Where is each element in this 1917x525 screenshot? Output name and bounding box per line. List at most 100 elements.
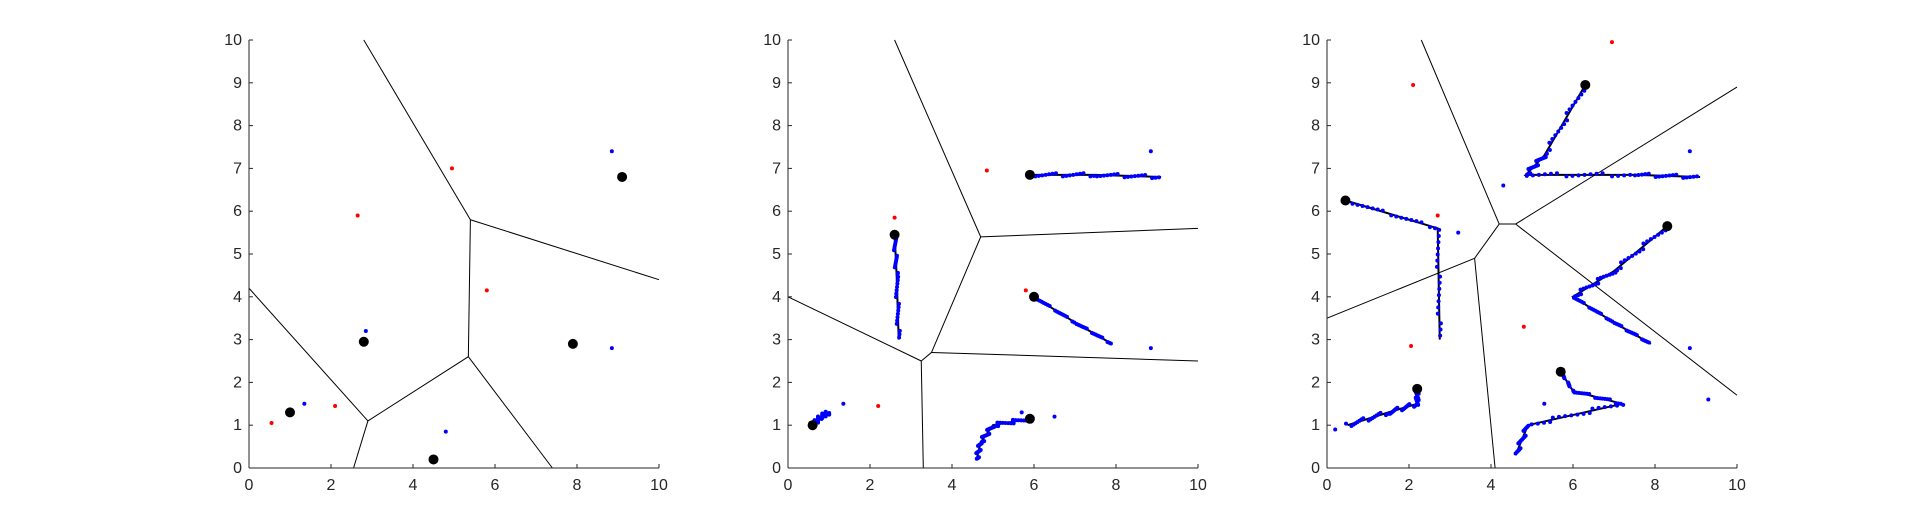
- trajectory-point: [1395, 405, 1400, 410]
- trajectory-point: [1550, 415, 1555, 420]
- trajectory-point: [1432, 226, 1437, 231]
- voronoi-edge: [467, 219, 471, 357]
- trajectory-point: [1636, 172, 1641, 177]
- trajectory-point: [1694, 174, 1699, 179]
- trajectory-point: [1576, 96, 1581, 101]
- x-tick-label: 2: [866, 477, 875, 494]
- trajectory-point: [1564, 174, 1569, 179]
- y-tick-label: 3: [233, 332, 242, 349]
- trajectory-point: [974, 451, 979, 456]
- trajectory-point: [1688, 175, 1693, 180]
- blue-point: [609, 346, 614, 351]
- trajectory-point: [1581, 300, 1586, 305]
- trajectory-line: [975, 417, 1031, 460]
- trajectory-point: [1344, 421, 1349, 426]
- trajectory-point: [1563, 414, 1568, 419]
- trajectory-point: [1078, 171, 1083, 176]
- trajectory-point: [1370, 206, 1375, 211]
- trajectory-point: [895, 281, 900, 286]
- x-tick-label: 0: [1323, 477, 1332, 494]
- red-point: [984, 168, 989, 173]
- voronoi-edge: [470, 219, 660, 281]
- center-point: [567, 338, 578, 349]
- trajectory-point: [1036, 173, 1041, 178]
- trajectory-point: [1542, 172, 1547, 177]
- trajectory-point: [1438, 333, 1443, 338]
- trajectory-point: [1564, 111, 1569, 116]
- blue-point: [1687, 346, 1692, 351]
- trajectory-point: [1101, 173, 1106, 178]
- x-tick-label: 10: [1189, 477, 1207, 494]
- y-tick-label: 8: [772, 118, 781, 135]
- blue-point: [443, 429, 448, 434]
- trajectory-point: [820, 411, 825, 416]
- trajectory-point: [1608, 404, 1613, 409]
- trajectory-point: [1621, 402, 1626, 407]
- trajectory-point: [1139, 173, 1144, 178]
- trajectory-point: [1143, 172, 1148, 177]
- trajectory-point: [1513, 451, 1518, 456]
- red-point: [333, 403, 338, 408]
- center-point: [1024, 413, 1035, 424]
- trajectory-point: [1436, 234, 1441, 239]
- trajectory-point: [1437, 286, 1442, 291]
- trajectory-point: [1389, 213, 1394, 218]
- trajectory-point: [1394, 214, 1399, 219]
- trajectory-point: [1064, 314, 1069, 319]
- trajectory-point: [1633, 251, 1638, 256]
- trajectory-point: [1630, 253, 1635, 258]
- trajectory-point: [1618, 266, 1623, 271]
- trajectory-point: [1115, 172, 1120, 177]
- trajectory-point: [1573, 99, 1578, 104]
- trajectory-point: [1010, 417, 1015, 422]
- red-point: [449, 166, 454, 171]
- voronoi-edge: [467, 356, 553, 469]
- y-tick-label: 4: [1311, 289, 1320, 306]
- trajectory-point: [1622, 173, 1627, 178]
- trajectory-point: [1634, 333, 1639, 338]
- trajectory-point: [1576, 173, 1581, 178]
- voronoi-edge: [931, 236, 982, 353]
- y-tick-label: 8: [233, 118, 242, 135]
- trajectory-point: [1641, 247, 1646, 252]
- center-point: [617, 171, 628, 182]
- trajectory-point: [1674, 172, 1679, 177]
- y-tick-label: 3: [1311, 332, 1320, 349]
- trajectory-point: [1122, 175, 1127, 180]
- trajectory-point: [896, 301, 901, 306]
- y-tick-label: 1: [772, 417, 781, 434]
- trajectory-point: [1438, 327, 1443, 332]
- y-tick-label: 1: [1311, 417, 1320, 434]
- trajectory-point: [1600, 171, 1605, 176]
- x-tick-label: 4: [1487, 477, 1496, 494]
- trajectory-point: [1521, 428, 1526, 433]
- y-tick-label: 0: [1311, 460, 1320, 477]
- trajectory-point: [896, 305, 901, 310]
- trajectory-point: [1399, 215, 1404, 220]
- y-tick-label: 5: [233, 246, 242, 263]
- trajectory-point: [1129, 174, 1134, 179]
- y-tick-label: 3: [772, 332, 781, 349]
- voronoi-edge: [920, 352, 932, 362]
- trajectory-point: [1436, 240, 1441, 245]
- trajectory-point: [1554, 171, 1559, 176]
- trajectory-point: [895, 278, 900, 283]
- trajectory-point: [1556, 414, 1561, 419]
- trajectory-point: [1691, 174, 1696, 179]
- trajectory-point: [1646, 340, 1651, 345]
- x-tick-label: 10: [1728, 477, 1746, 494]
- trajectory-point: [1570, 173, 1575, 178]
- x-tick-label: 2: [327, 477, 336, 494]
- y-tick-label: 8: [1311, 118, 1320, 135]
- trajectory-point: [1632, 173, 1637, 178]
- trajectory-point: [1599, 311, 1604, 316]
- trajectory-point: [1361, 416, 1366, 421]
- trajectory-point: [1535, 421, 1540, 426]
- subplot-2: 0 2 4 6 8 10 0 1 2 3 4 5 6 7 8 9 10: [763, 32, 1207, 494]
- trajectory-line: [1345, 199, 1441, 340]
- trajectory-point: [1108, 172, 1113, 177]
- trajectory-point: [1641, 241, 1646, 246]
- trajectory-point: [1436, 246, 1441, 251]
- trajectory-point: [1409, 218, 1414, 223]
- trajectory-point: [1657, 174, 1662, 179]
